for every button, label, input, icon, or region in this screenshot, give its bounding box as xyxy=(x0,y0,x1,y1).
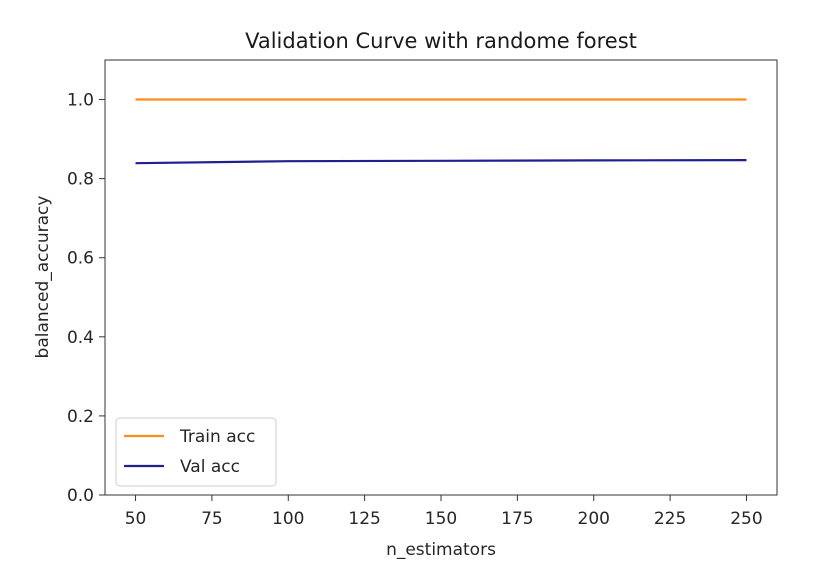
legend-label: Train acc xyxy=(179,427,255,447)
x-tick-label: 200 xyxy=(578,509,610,529)
y-tick-label: 0.2 xyxy=(67,407,94,427)
y-axis-title: balanced_accuracy xyxy=(33,196,53,359)
y-tick-label: 0.4 xyxy=(67,328,94,348)
x-tick-label: 175 xyxy=(501,509,533,529)
y-tick-label: 0.0 xyxy=(67,486,94,506)
x-tick-label: 100 xyxy=(272,509,304,529)
series-line-val-acc xyxy=(135,159,747,165)
series-lines xyxy=(135,98,747,165)
y-tick-label: 0.6 xyxy=(67,249,94,269)
x-axis: 50 75 100 125 150 175 200 225 250 xyxy=(125,495,763,529)
x-tick-label: 75 xyxy=(201,509,223,529)
y-tick-label: 0.8 xyxy=(67,170,94,190)
x-axis-title: n_estimators xyxy=(386,540,496,560)
legend-label: Val acc xyxy=(180,457,240,477)
y-axis: 0.0 0.2 0.4 0.6 0.8 1.0 xyxy=(67,91,105,506)
x-tick-label: 50 xyxy=(125,509,147,529)
legend: Train acc Val acc xyxy=(115,417,277,487)
x-tick-label: 125 xyxy=(348,509,380,529)
x-tick-label: 250 xyxy=(730,509,762,529)
chart-title: Validation Curve with randome forest xyxy=(245,29,637,53)
x-tick-label: 150 xyxy=(425,509,457,529)
y-tick-label: 1.0 xyxy=(67,91,94,111)
x-tick-label: 225 xyxy=(654,509,686,529)
